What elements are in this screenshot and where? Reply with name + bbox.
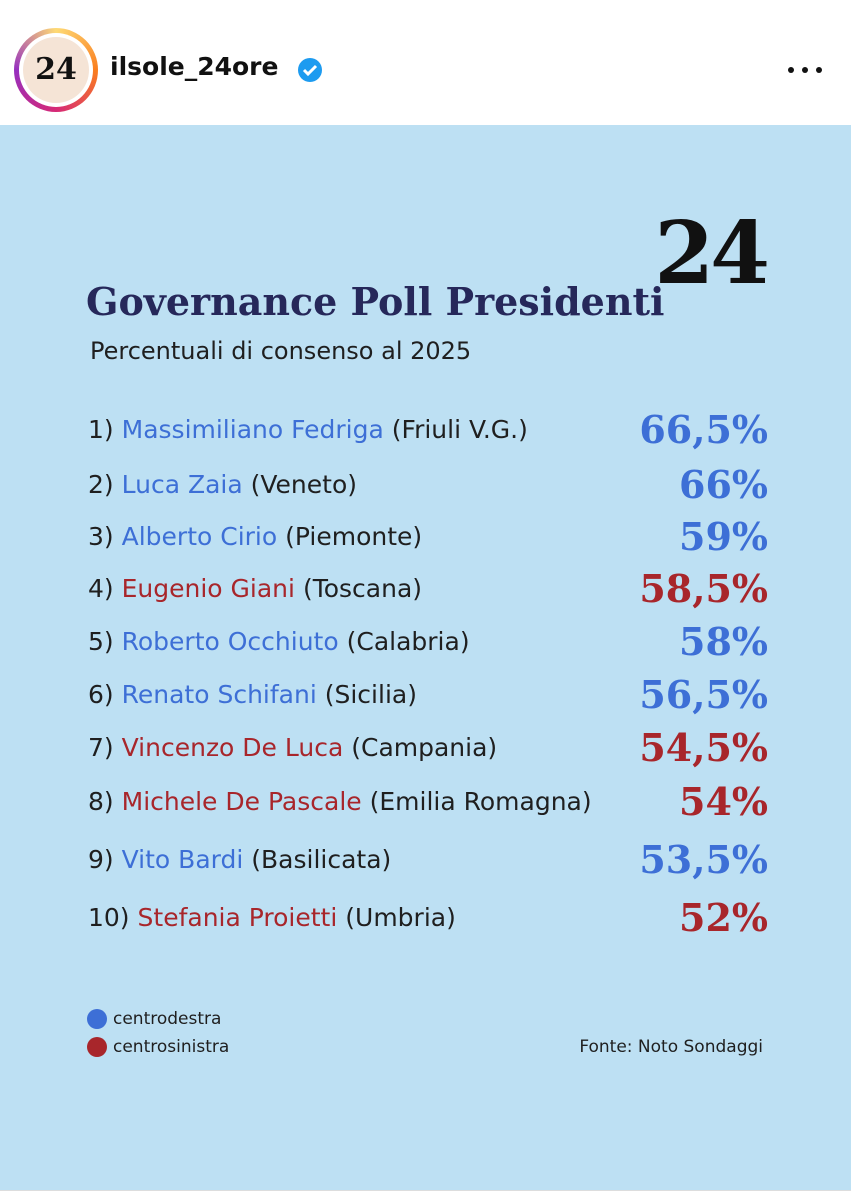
candidate-name: Roberto Occhiuto	[121, 627, 339, 656]
rank: 2)	[88, 470, 114, 499]
candidate-name: Vito Bardi	[121, 845, 244, 874]
source: Fonte: Noto Sondaggi	[579, 1037, 763, 1057]
legend-label: centrosinistra	[113, 1037, 230, 1057]
row: 5) Roberto Occhiuto (Calabria) 58%	[88, 619, 768, 667]
divider	[0, 1190, 851, 1191]
rank: 7)	[88, 733, 114, 762]
percentage: 66,5%	[639, 407, 768, 452]
title: Governance Poll Presidenti	[86, 279, 665, 324]
percentage: 59%	[679, 514, 768, 559]
avatar-logo: 24	[23, 37, 89, 103]
post-image: 24 Governance Poll Presidenti Percentual…	[0, 125, 851, 1190]
candidate-name: Luca Zaia	[121, 470, 243, 499]
row: 8) Michele De Pascale (Emilia Romagna) 54…	[88, 779, 768, 827]
percentage: 58%	[679, 619, 768, 664]
row: 3) Alberto Cirio (Piemonte) 59%	[88, 514, 768, 562]
legend-item: centrosinistra	[87, 1036, 229, 1058]
row: 2) Luca Zaia (Veneto) 66%	[88, 462, 768, 510]
region: (Emilia Romagna)	[369, 787, 592, 816]
row: 10) Stefania Proietti (Umbria) 52%	[88, 895, 768, 943]
avatar-ring[interactable]: 24	[14, 28, 98, 112]
verified-badge	[298, 58, 322, 82]
region: (Basilicata)	[251, 845, 392, 874]
region: (Piemonte)	[285, 522, 423, 551]
percentage: 58,5%	[639, 566, 768, 611]
row: 4) Eugenio Giani (Toscana) 58,5%	[88, 566, 768, 614]
rank: 4)	[88, 574, 114, 603]
candidate-name: Stefania Proietti	[137, 903, 338, 932]
row: 1) Massimiliano Fedriga (Friuli V.G.) 66,…	[88, 407, 768, 455]
row: 6) Renato Schifani (Sicilia) 56,5%	[88, 672, 768, 720]
legend-dot	[87, 1037, 107, 1057]
legend-item: centrodestra	[87, 1008, 221, 1030]
percentage: 54,5%	[639, 725, 768, 770]
candidate-name: Michele De Pascale	[121, 787, 362, 816]
region: (Veneto)	[250, 470, 358, 499]
logo: 24	[654, 203, 770, 304]
region: (Friuli V.G.)	[391, 415, 528, 444]
percentage: 66%	[679, 462, 768, 507]
subtitle: Percentuali di consenso al 2025	[90, 337, 472, 365]
candidate-name: Eugenio Giani	[121, 574, 295, 603]
rank: 1)	[88, 415, 114, 444]
more-menu[interactable]	[785, 60, 825, 80]
percentage: 52%	[679, 895, 768, 940]
percentage: 56,5%	[639, 672, 768, 717]
rank: 5)	[88, 627, 114, 656]
region: (Calabria)	[346, 627, 470, 656]
percentage: 54%	[679, 779, 768, 824]
candidate-name: Renato Schifani	[121, 680, 317, 709]
candidate-name: Massimiliano Fedriga	[121, 415, 384, 444]
row: 7) Vincenzo De Luca (Campania) 54,5%	[88, 725, 768, 773]
rank: 3)	[88, 522, 114, 551]
region: (Campania)	[351, 733, 498, 762]
region: (Toscana)	[302, 574, 423, 603]
candidate-name: Alberto Cirio	[121, 522, 278, 551]
rank: 9)	[88, 845, 114, 874]
row: 9) Vito Bardi (Basilicata) 53,5%	[88, 837, 768, 885]
rank: 10)	[88, 903, 130, 932]
region: (Sicilia)	[324, 680, 417, 709]
percentage: 53,5%	[639, 837, 768, 882]
rank: 8)	[88, 787, 114, 816]
username[interactable]: ilsole_24ore	[110, 52, 279, 81]
candidate-name: Vincenzo De Luca	[121, 733, 344, 762]
region: (Umbria)	[345, 903, 456, 932]
legend-label: centrodestra	[113, 1009, 222, 1029]
rank: 6)	[88, 680, 114, 709]
legend-dot	[87, 1009, 107, 1029]
